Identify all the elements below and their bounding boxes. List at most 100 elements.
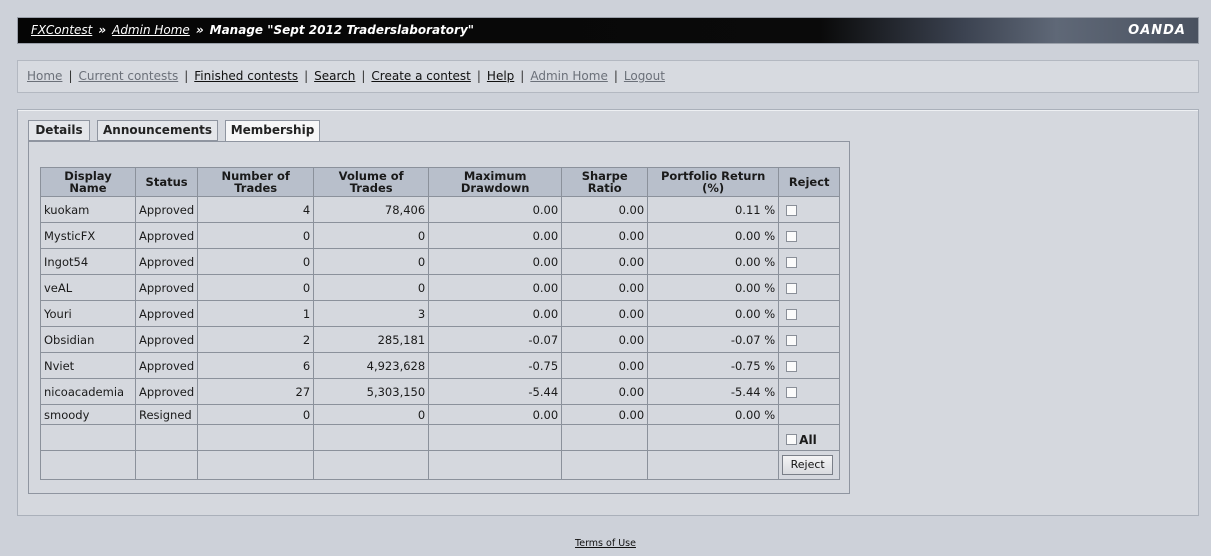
member-sharpe: 0.00 xyxy=(561,274,649,301)
nav-help-link[interactable]: Help xyxy=(486,69,515,83)
member-return: -0.07 % xyxy=(647,326,780,353)
membership-table: Display Name Status Number of Trades Vol… xyxy=(40,167,841,480)
reject-checkbox[interactable] xyxy=(786,230,798,242)
nav-logout-link[interactable]: Logout xyxy=(623,69,665,83)
table-row: Youri Approved 1 3 0.00 0.00 0.00 % xyxy=(40,300,841,327)
empty-cell xyxy=(561,450,649,480)
reject-checkbox[interactable] xyxy=(786,360,798,372)
member-status: Approved xyxy=(134,378,199,405)
nav-separator: | xyxy=(304,69,309,83)
member-status: Approved xyxy=(134,196,199,223)
column-header-portfolio-return: Portfolio Return (%) xyxy=(647,167,780,197)
select-all-label: All xyxy=(799,432,817,447)
member-return: 0.00 % xyxy=(647,274,780,301)
tab-details[interactable]: Details xyxy=(28,120,90,141)
nav-separator: | xyxy=(361,69,366,83)
reject-cell xyxy=(778,222,841,249)
column-header-number-of-trades: Number of Trades xyxy=(197,167,315,197)
member-sharpe: 0.00 xyxy=(561,378,649,405)
reject-cell xyxy=(778,378,841,405)
member-return: 0.11 % xyxy=(647,196,780,223)
member-name: kuokam xyxy=(40,196,136,223)
breadcrumb-admin-home-link[interactable]: Admin Home xyxy=(112,23,190,37)
member-status: Approved xyxy=(134,326,199,353)
member-volume: 0 xyxy=(313,248,430,275)
member-drawdown: -0.75 xyxy=(428,352,563,379)
reject-checkbox[interactable] xyxy=(786,256,798,268)
nav-finished-contests-link[interactable]: Finished contests xyxy=(194,69,299,83)
member-status: Approved xyxy=(134,300,199,327)
column-header-sharpe-ratio: Sharpe Ratio xyxy=(561,167,649,197)
reject-cell xyxy=(778,196,841,223)
empty-cell xyxy=(197,450,315,480)
breadcrumb-separator: » xyxy=(195,23,204,37)
member-volume: 3 xyxy=(313,300,430,327)
nav-admin-home-link[interactable]: Admin Home xyxy=(530,69,608,83)
reject-cell xyxy=(778,248,841,275)
member-name: Obsidian xyxy=(40,326,136,353)
member-drawdown: 0.00 xyxy=(428,196,563,223)
tab-announcements[interactable]: Announcements xyxy=(97,120,218,141)
reject-button[interactable]: Reject xyxy=(782,455,834,475)
reject-cell-empty xyxy=(778,404,841,425)
main-panel: Details Announcements Membership Display… xyxy=(17,109,1199,516)
nav-separator: | xyxy=(613,69,618,83)
member-return: 0.00 % xyxy=(647,248,780,275)
member-volume: 0 xyxy=(313,404,430,425)
member-status: Resigned xyxy=(134,404,199,425)
nav-search-link[interactable]: Search xyxy=(314,69,356,83)
reject-cell xyxy=(778,300,841,327)
empty-cell xyxy=(313,450,430,480)
member-status: Approved xyxy=(134,222,199,249)
tab-membership[interactable]: Membership xyxy=(225,120,320,143)
nav-home-link[interactable]: Home xyxy=(27,69,63,83)
select-all-cell: All xyxy=(778,424,841,451)
empty-cell xyxy=(647,450,780,480)
member-trades: 1 xyxy=(197,300,315,327)
column-header-display-name: Display Name xyxy=(40,167,136,197)
reject-checkbox[interactable] xyxy=(786,334,798,346)
nav-current-contests-link[interactable]: Current contests xyxy=(78,69,179,83)
member-volume: 285,181 xyxy=(313,326,430,353)
reject-checkbox[interactable] xyxy=(786,308,798,320)
table-row: Ingot54 Approved 0 0 0.00 0.00 0.00 % xyxy=(40,248,841,275)
member-name: Nviet xyxy=(40,352,136,379)
member-volume: 78,406 xyxy=(313,196,430,223)
breadcrumb-fxcontest-link[interactable]: FXContest xyxy=(31,23,93,37)
select-all-row: All xyxy=(40,424,841,451)
member-trades: 0 xyxy=(197,274,315,301)
terms-of-use-link[interactable]: Terms of Use xyxy=(575,538,636,549)
membership-tab-content: Display Name Status Number of Trades Vol… xyxy=(28,141,850,494)
member-return: 0.00 % xyxy=(647,404,780,425)
breadcrumb-current-page: Manage "Sept 2012 Traderslaboratory" xyxy=(209,23,475,37)
column-header-volume-of-trades: Volume of Trades xyxy=(313,167,430,197)
member-drawdown: -5.44 xyxy=(428,378,563,405)
member-trades: 2 xyxy=(197,326,315,353)
member-drawdown: 0.00 xyxy=(428,300,563,327)
member-status: Approved xyxy=(134,274,199,301)
member-sharpe: 0.00 xyxy=(561,222,649,249)
nav-create-contest-link[interactable]: Create a contest xyxy=(371,69,471,83)
member-drawdown: 0.00 xyxy=(428,274,563,301)
reject-checkbox[interactable] xyxy=(786,282,798,294)
nav-separator: | xyxy=(476,69,481,83)
reject-cell xyxy=(778,326,841,353)
member-sharpe: 0.00 xyxy=(561,248,649,275)
member-return: -0.75 % xyxy=(647,352,780,379)
nav-separator: | xyxy=(520,69,525,83)
member-name: nicoacademia xyxy=(40,378,136,405)
member-status: Approved xyxy=(134,248,199,275)
member-trades: 27 xyxy=(197,378,315,405)
member-volume: 5,303,150 xyxy=(313,378,430,405)
member-trades: 4 xyxy=(197,196,315,223)
empty-cell xyxy=(40,450,136,480)
reject-checkbox[interactable] xyxy=(786,386,798,398)
select-all-checkbox[interactable] xyxy=(786,434,798,446)
table-header-row: Display Name Status Number of Trades Vol… xyxy=(40,167,841,197)
reject-cell xyxy=(778,274,841,301)
member-volume: 0 xyxy=(313,274,430,301)
empty-cell xyxy=(134,450,199,480)
empty-cell xyxy=(561,424,649,451)
reject-checkbox[interactable] xyxy=(786,204,798,216)
member-return: -5.44 % xyxy=(647,378,780,405)
